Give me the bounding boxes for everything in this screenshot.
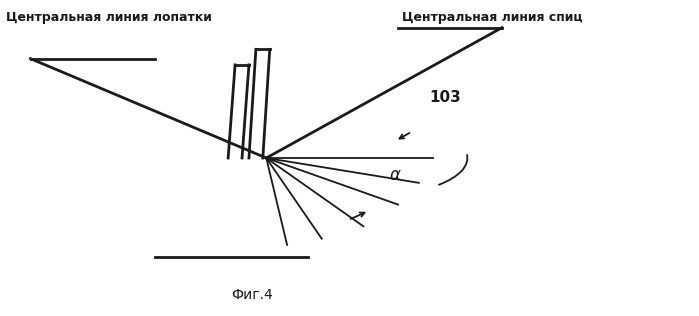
Text: Фиг.4: Фиг.4 [231,289,273,302]
Text: Центральная линия спиц: Центральная линия спиц [401,10,582,23]
Text: 103: 103 [429,90,461,105]
Text: Центральная линия лопатки: Центральная линия лопатки [6,10,212,23]
Text: α: α [389,166,400,184]
